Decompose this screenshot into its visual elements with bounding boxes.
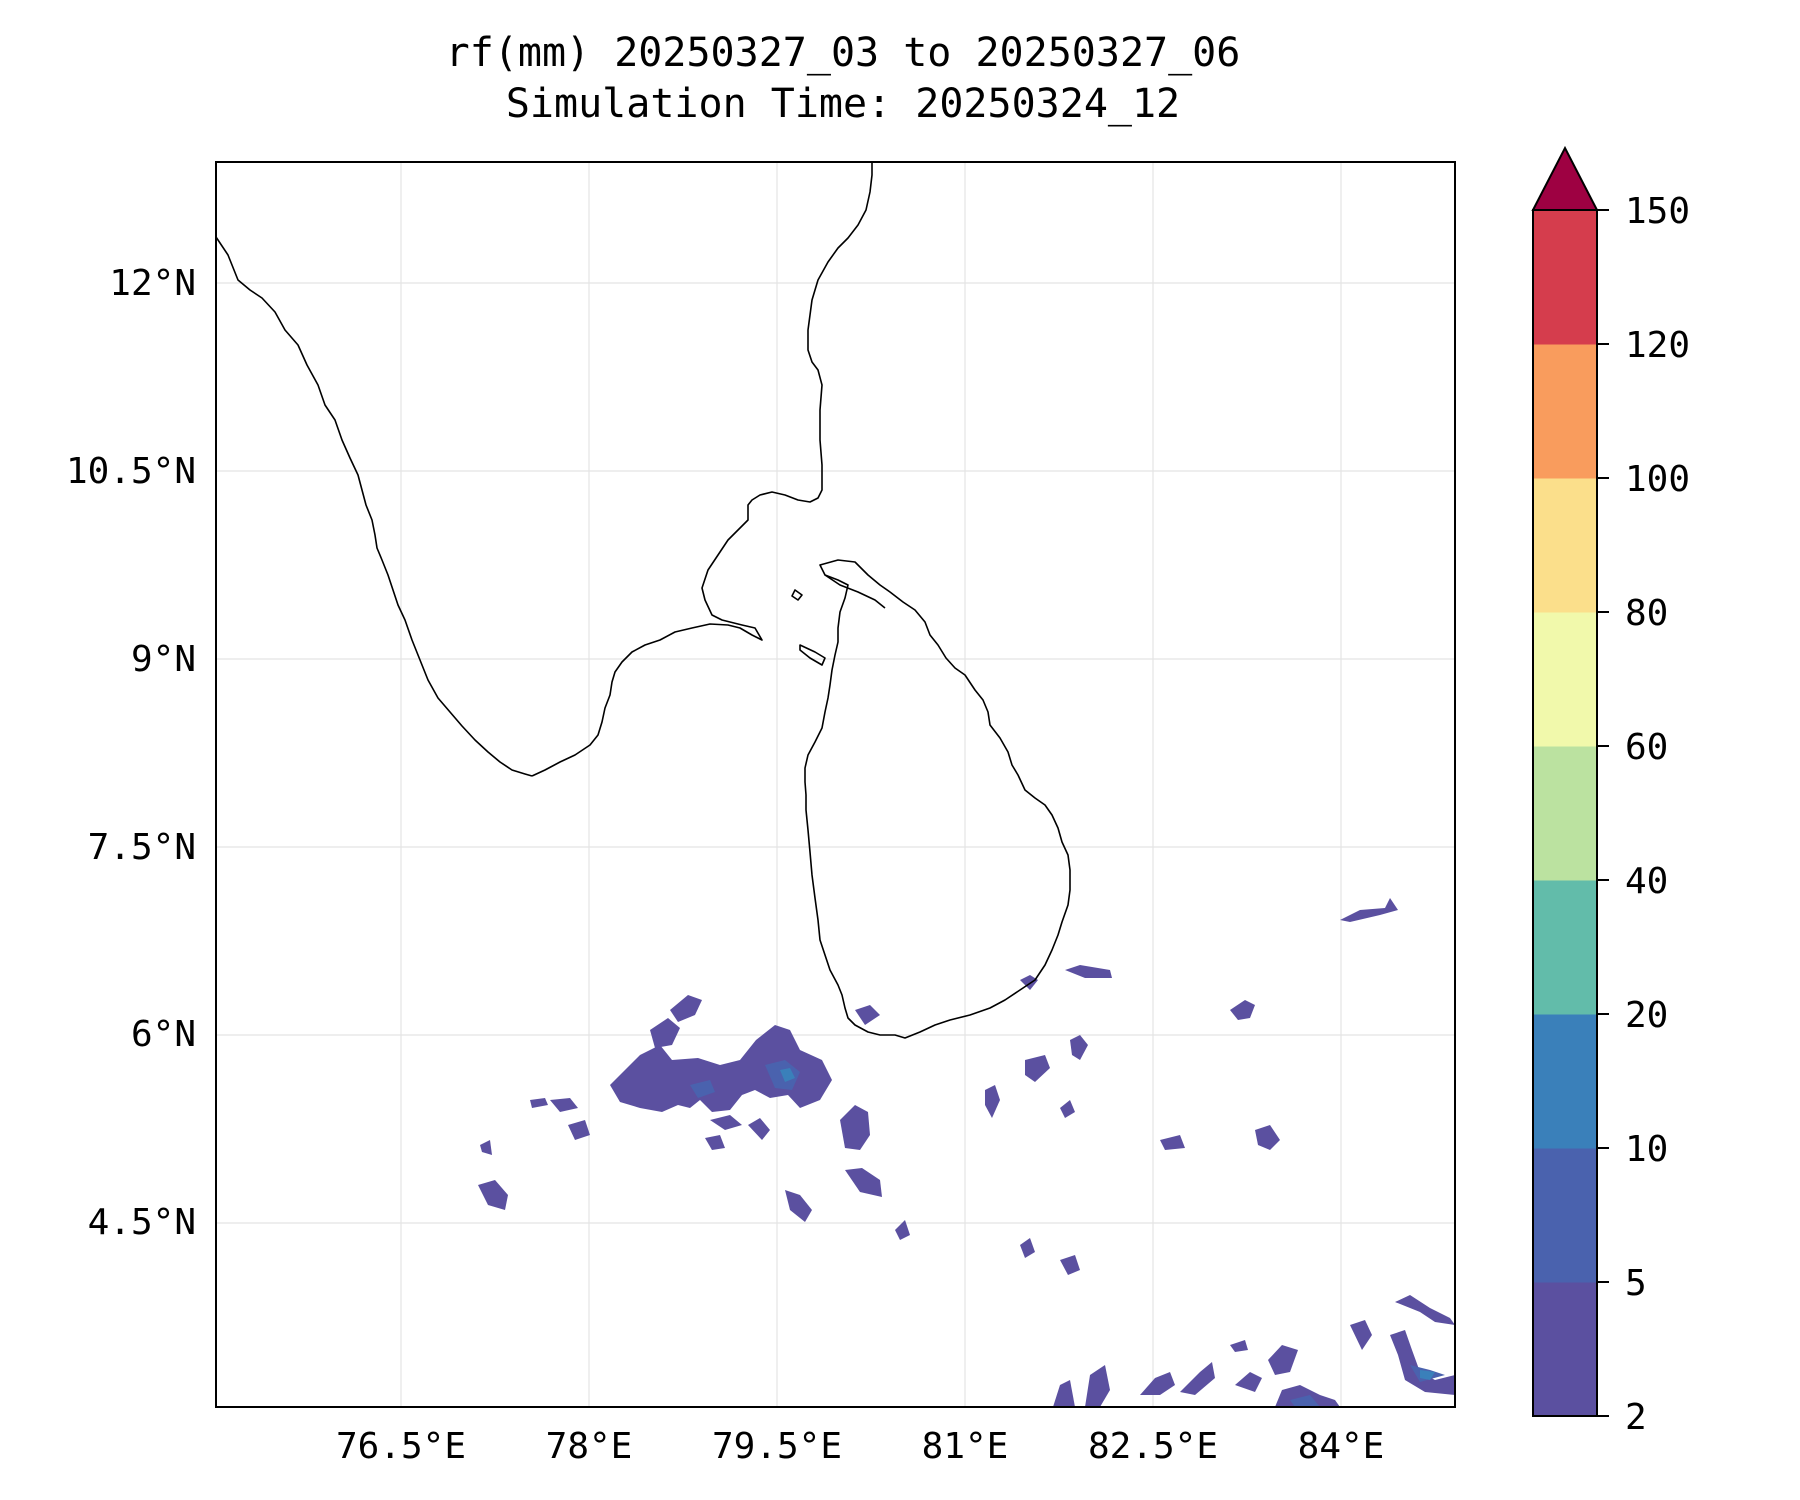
colorbar-frame (1532, 209, 1598, 1417)
map-panel (215, 161, 1456, 1408)
colorbar-band (1533, 1282, 1597, 1417)
lon-tick-label: 81°E (922, 1426, 1009, 1467)
colorbar-tick-label: 120 (1625, 325, 1690, 366)
title-line1: rf(mm) 20250327_03 to 20250327_06 (446, 30, 1241, 76)
map-background (216, 162, 1455, 1407)
rain-blob (1085, 1365, 1110, 1407)
rain-core (690, 1080, 715, 1098)
rain-blob (478, 1180, 508, 1210)
rain-blob (895, 1220, 910, 1240)
colorbar-band (1533, 210, 1597, 345)
rain-blob (1070, 1035, 1088, 1060)
rain-blob (1395, 1295, 1455, 1325)
coastlines (215, 162, 1071, 1039)
rain-core-high (780, 1068, 795, 1082)
colorbar-tick-label: 5 (1625, 1263, 1647, 1304)
rain-blob (705, 1135, 725, 1150)
rain-blob (1230, 1000, 1255, 1020)
colorbar-band (1533, 746, 1597, 881)
lat-tick-label: 7.5°N (88, 827, 196, 868)
lat-tick-label: 9°N (131, 639, 196, 680)
rain-blob (1390, 1330, 1455, 1395)
rain-blob (1230, 1340, 1248, 1352)
colorbar-band (1533, 1148, 1597, 1283)
rain-blob (550, 1098, 578, 1112)
rain-blob (670, 995, 702, 1022)
lat-tick-label: 6°N (131, 1014, 196, 1055)
rain-blob (1060, 1255, 1080, 1275)
rain-blob (748, 1118, 770, 1140)
rain-blob (1268, 1345, 1298, 1375)
rainfall-contours (478, 898, 1455, 1407)
colorbar-ticks: 2 5 10 20 40 60 80 100 120 150 (1597, 191, 1690, 1438)
rain-blob (1255, 1125, 1280, 1150)
rain-core-high (1420, 1370, 1435, 1380)
rain-blob (845, 1168, 882, 1197)
lon-tick-label: 82.5°E (1088, 1426, 1218, 1467)
rain-blob (1180, 1362, 1215, 1395)
rain-blob (610, 1025, 832, 1112)
rain-core (1290, 1395, 1320, 1407)
rain-blob (840, 1105, 870, 1150)
colorbar-band (1533, 344, 1597, 479)
colorbar-tick-label: 150 (1625, 191, 1690, 232)
rain-blob (568, 1120, 590, 1140)
rain-blob (1340, 898, 1398, 922)
coastline-mannar-island (799, 644, 826, 666)
colorbar-tick-label: 10 (1625, 1129, 1668, 1170)
rain-cluster-main (478, 898, 1398, 1275)
rain-cores-high (780, 1068, 1435, 1380)
rain-blob (710, 1115, 742, 1130)
lon-axis-labels: 76.5°E 78°E 79.5°E 81°E 82.5°E 84°E (336, 1426, 1384, 1467)
rain-blob (1020, 1238, 1035, 1258)
colorbar-band (1533, 1014, 1597, 1149)
rain-blob (650, 1018, 680, 1048)
title-line2: Simulation Time: 20250324_12 (506, 81, 1180, 127)
lat-tick-label: 10.5°N (66, 451, 196, 492)
rain-blob (1065, 965, 1112, 978)
gridlines (216, 162, 1455, 1407)
rain-blob (480, 1140, 492, 1155)
rain-blob (985, 1085, 1000, 1118)
rain-blob (1140, 1372, 1175, 1395)
colorbar-tick-label: 80 (1625, 593, 1668, 634)
coastline-jaffna-lagoon (824, 574, 886, 609)
lon-tick-label: 76.5°E (336, 1426, 466, 1467)
coastline-india-west (215, 236, 533, 777)
lon-tick-label: 79.5°E (712, 1426, 842, 1467)
map-frame (215, 161, 1456, 1408)
colorbar-tick-label: 20 (1625, 995, 1668, 1036)
colorbar-extend-arrow (1531, 145, 1599, 211)
lat-tick-label: 4.5°N (88, 1202, 196, 1243)
colorbar-tick-label: 60 (1625, 727, 1668, 768)
rain-blob (1060, 1100, 1075, 1118)
colorbar-tick-label: 2 (1625, 1397, 1647, 1438)
colorbar-tick-label: 40 (1625, 861, 1668, 902)
rain-blob (855, 1005, 880, 1025)
colorbar-band (1533, 880, 1597, 1015)
rain-blob (1160, 1135, 1185, 1150)
coastline-sri-lanka (804, 559, 1071, 1039)
colorbar-band (1533, 478, 1597, 613)
rain-blob (1235, 1372, 1262, 1392)
rain-blob (1020, 975, 1038, 990)
colorbar: 2 5 10 20 40 60 80 100 120 150 (1531, 145, 1690, 1438)
colorbar-bands (1533, 210, 1597, 1417)
colorbar-tick-label: 100 (1625, 459, 1690, 500)
lon-tick-label: 78°E (546, 1426, 633, 1467)
coastline-palk-islands (791, 589, 803, 601)
coastline-india-south-east (531, 162, 873, 777)
lon-tick-label: 84°E (1298, 1426, 1385, 1467)
rain-blob (785, 1190, 812, 1222)
lat-axis-labels: 12°N 10.5°N 9°N 7.5°N 6°N 4.5°N (66, 263, 196, 1243)
lat-tick-label: 12°N (109, 263, 196, 304)
rain-blob (530, 1098, 548, 1108)
rain-blob (1025, 1055, 1050, 1082)
rain-blob (1053, 1380, 1075, 1407)
colorbar-band (1533, 612, 1597, 747)
rain-blob (1350, 1320, 1372, 1350)
